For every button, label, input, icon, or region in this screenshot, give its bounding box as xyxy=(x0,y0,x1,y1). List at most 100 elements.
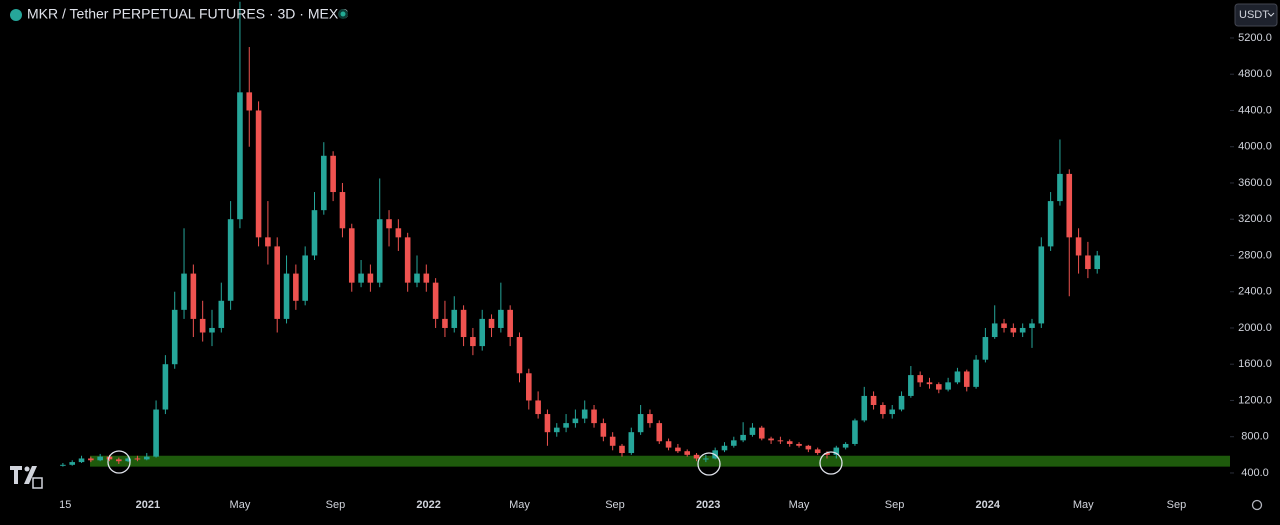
candle-body xyxy=(311,210,318,256)
candle-body xyxy=(125,458,131,462)
candle-body xyxy=(1019,327,1026,333)
candle-body xyxy=(553,427,560,433)
candle-body xyxy=(134,458,141,460)
candle-body xyxy=(1075,237,1082,256)
highlight-circle xyxy=(819,451,843,475)
candle-body xyxy=(190,273,197,319)
candle-body xyxy=(936,384,942,390)
candle-body xyxy=(889,409,896,415)
candle-body xyxy=(665,441,672,448)
settings-icon[interactable] xyxy=(1251,499,1263,511)
y-tick-label: 2000.0 xyxy=(1238,322,1272,334)
y-tick-label: 4400.0 xyxy=(1238,104,1272,116)
candle-body xyxy=(880,404,886,415)
candle-body xyxy=(1038,246,1045,324)
currency-label[interactable]: USDT xyxy=(1239,9,1269,21)
candle-body xyxy=(460,309,467,338)
candle-body xyxy=(954,371,961,383)
candle-body xyxy=(386,219,392,229)
x-tick-label: 2024 xyxy=(975,499,1000,511)
candle-body xyxy=(703,458,709,460)
candle-body xyxy=(181,273,187,310)
candle-body xyxy=(498,309,504,328)
candle-body xyxy=(740,434,746,441)
x-tick-label: May xyxy=(1073,499,1094,511)
candle-body xyxy=(917,375,923,383)
candle-body xyxy=(572,418,579,424)
candle-body xyxy=(339,192,346,229)
candle-body xyxy=(908,375,914,396)
candle-body xyxy=(330,155,336,193)
candle-body xyxy=(78,458,85,463)
candle-body xyxy=(758,427,765,439)
candle-body xyxy=(153,409,159,457)
chart-title: MKR / Tether PERPETUAL FUTURES · 3D · ME… xyxy=(27,6,348,22)
candle-body xyxy=(516,337,523,374)
candle-body xyxy=(321,155,327,211)
candle-body xyxy=(1010,327,1017,333)
candle-body xyxy=(60,464,66,466)
candle-body xyxy=(246,92,253,111)
candle-body xyxy=(255,110,262,238)
candle-body xyxy=(768,438,774,441)
plot-area xyxy=(60,1,1230,467)
candle-body xyxy=(609,436,616,446)
currency-button[interactable] xyxy=(1234,3,1278,27)
candle-body xyxy=(973,359,979,387)
candle-body xyxy=(805,445,812,450)
candle-body xyxy=(1029,323,1035,328)
y-tick-label: 1200.0 xyxy=(1238,394,1272,406)
candle-body xyxy=(1047,201,1054,247)
candle-body xyxy=(563,423,569,428)
candle-body xyxy=(199,318,206,333)
highlight-circle xyxy=(697,452,721,476)
y-tick-label: 400.0 xyxy=(1241,467,1269,479)
candle-body xyxy=(963,371,970,387)
candle-body xyxy=(731,440,737,446)
candle-body xyxy=(637,414,644,433)
candle-body xyxy=(777,440,784,442)
candle-body xyxy=(684,451,691,455)
candle-body xyxy=(786,441,793,444)
support-zone xyxy=(90,455,1230,467)
x-tick-label: Sep xyxy=(326,499,346,511)
candle-body xyxy=(209,327,215,333)
candle-body xyxy=(218,300,225,328)
y-tick-label: 4000.0 xyxy=(1238,141,1272,153)
candle-body xyxy=(945,382,951,390)
candle-body xyxy=(69,462,76,465)
candle-body xyxy=(265,237,271,247)
candle-body xyxy=(507,309,513,338)
y-tick-label: 2400.0 xyxy=(1238,286,1272,298)
candle-body xyxy=(926,382,933,385)
y-tick-label: 2800.0 xyxy=(1238,249,1272,261)
candle-body xyxy=(991,323,998,338)
candle-body xyxy=(675,447,681,452)
candle-body xyxy=(423,273,430,283)
candle-body xyxy=(442,318,448,328)
candle-body xyxy=(171,309,178,365)
candle-body xyxy=(143,456,150,460)
candle-body xyxy=(302,255,308,301)
candle-body xyxy=(488,318,495,328)
x-tick-label: 2021 xyxy=(136,499,160,511)
y-tick-label: 3200.0 xyxy=(1238,213,1272,225)
candle-body xyxy=(861,395,868,421)
candle-body xyxy=(870,395,877,405)
candle-body xyxy=(237,92,243,220)
candle-body xyxy=(414,273,420,283)
y-tick-label: 800.0 xyxy=(1241,431,1269,443)
symbol-icon xyxy=(10,9,22,21)
y-tick-label: 1600.0 xyxy=(1238,358,1272,370)
candle-body xyxy=(814,449,821,454)
candle-body xyxy=(526,373,532,401)
candle-body xyxy=(227,219,234,301)
x-tick-label: May xyxy=(230,499,251,511)
highlight-circle xyxy=(107,450,131,474)
x-tick-label: Sep xyxy=(1167,499,1187,511)
candle-body xyxy=(852,420,858,444)
y-tick-label: 4800.0 xyxy=(1238,68,1272,80)
candle-body xyxy=(647,414,653,424)
